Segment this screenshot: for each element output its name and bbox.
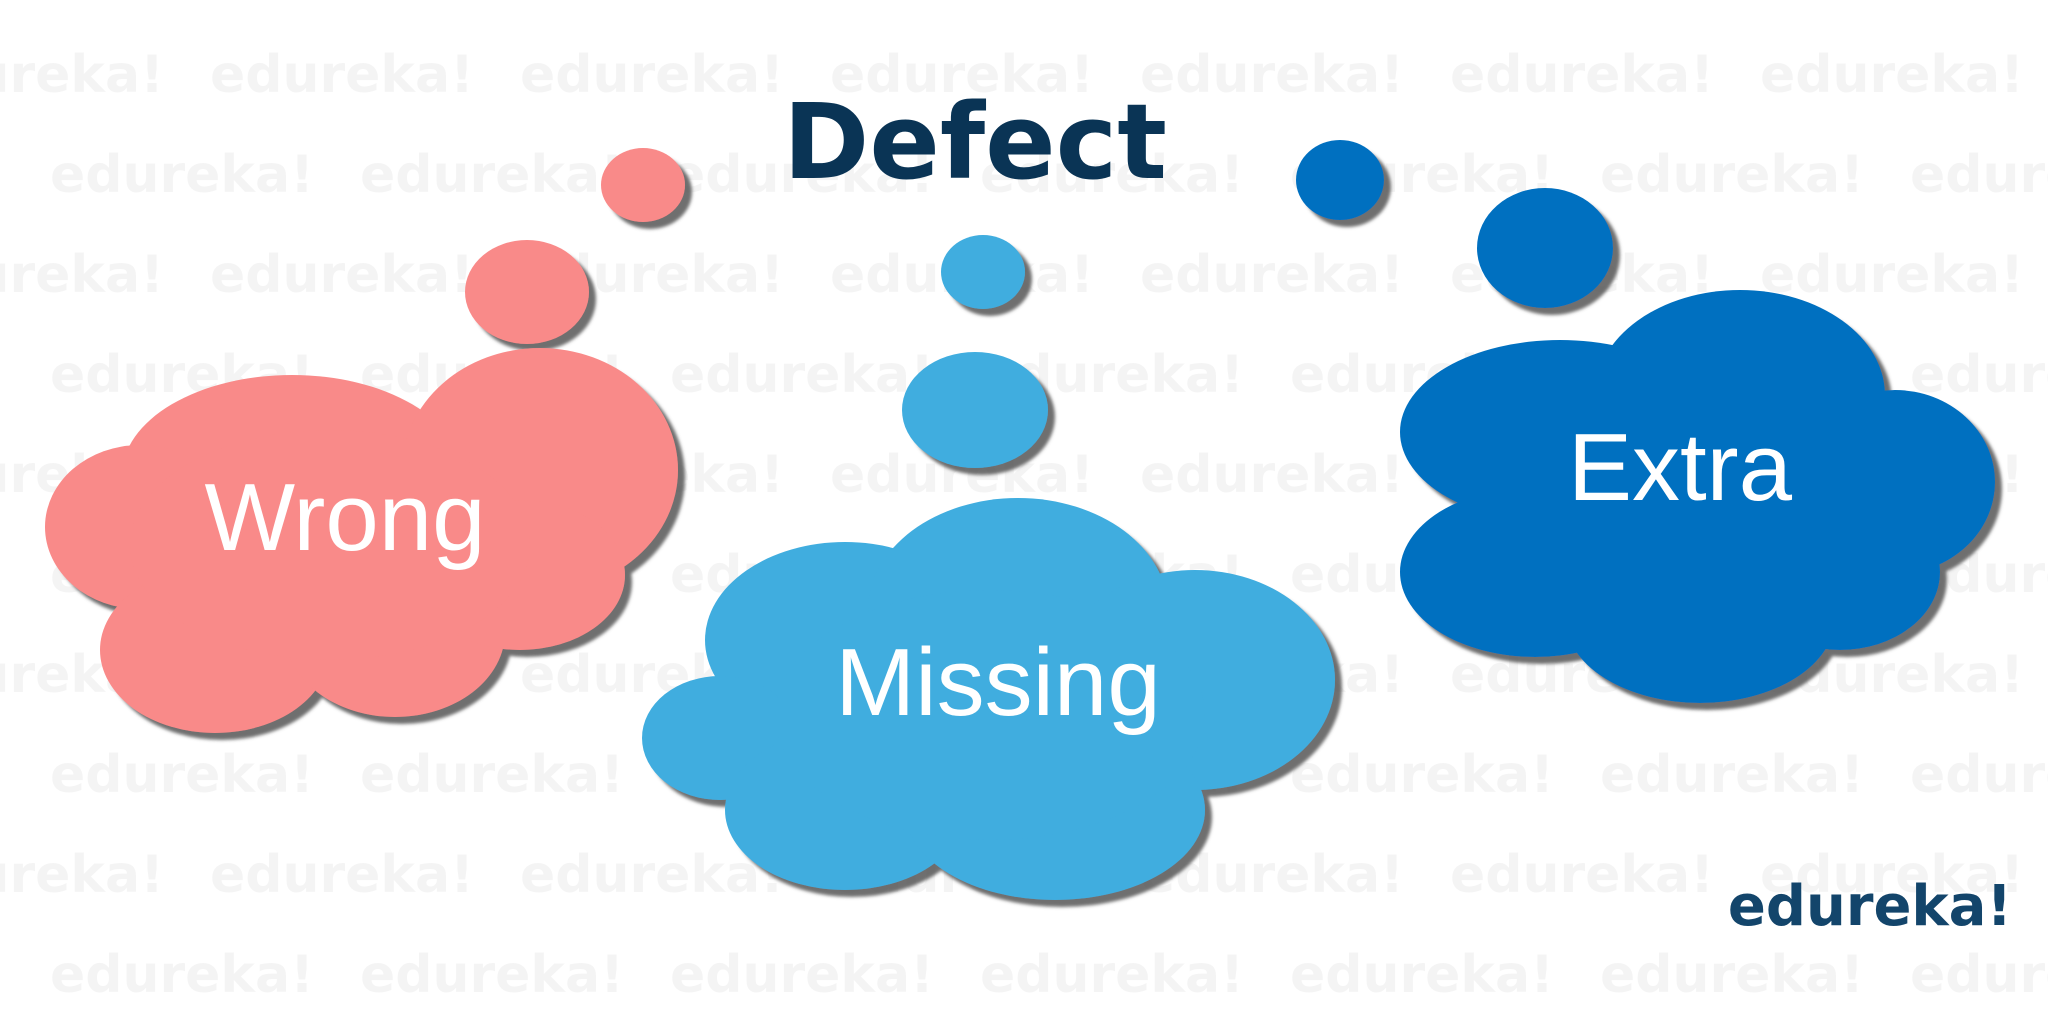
watermark-text: edureka! <box>1910 145 2048 205</box>
watermark-text: edureka! <box>1760 245 2024 305</box>
watermark-text: edureka! <box>1140 445 1404 505</box>
missing-cloud-shape <box>642 498 1335 900</box>
watermark-text: edureka! <box>980 0 1244 5</box>
watermark-text: edureka! <box>830 45 1094 105</box>
watermark-text: edureka! <box>1760 45 2024 105</box>
extra-cloud-shape <box>1400 290 1995 703</box>
missing-thought-bubble-medium <box>902 352 1048 468</box>
watermark-text: edureka! <box>1140 45 1404 105</box>
extra-cloud <box>1296 140 1995 703</box>
watermark-text: edureka! <box>670 345 934 405</box>
watermark-text: edureka! <box>1290 0 1554 5</box>
watermark-text: edureka! <box>670 945 934 1005</box>
watermark-text: edureka! <box>360 0 624 5</box>
watermark-text: edureka! <box>50 945 314 1005</box>
watermark-text: edureka! <box>520 45 784 105</box>
watermark-text: edureka! <box>1290 945 1554 1005</box>
missing-cloud <box>642 235 1335 900</box>
watermark-text: edureka! <box>1600 0 1864 5</box>
watermark-text: edureka! <box>1450 845 1714 905</box>
watermark-text: edureka! <box>0 845 164 905</box>
wrong-branch: Wrong <box>45 148 685 733</box>
watermark-text: edureka! <box>670 145 934 205</box>
watermark-text: edureka! <box>1910 0 2048 5</box>
watermark-text: edureka! <box>210 245 474 305</box>
watermark-text: edureka! <box>0 145 4 205</box>
watermark-text: edureka! <box>0 945 4 1005</box>
watermark-text: edureka! <box>50 0 314 5</box>
watermark-text: edureka! <box>0 745 4 805</box>
watermark-text: edureka! <box>1290 745 1554 805</box>
watermark-text: edureka! <box>1760 845 2024 905</box>
wrong-cloud <box>45 148 685 733</box>
watermark-text: edureka! <box>360 945 624 1005</box>
watermark-text: edureka! <box>50 745 314 805</box>
watermark-text: edureka! <box>520 845 784 905</box>
watermark-text: edureka! <box>0 45 164 105</box>
extra-label: Extra <box>1568 414 1793 521</box>
watermark-text: edureka! <box>1450 45 1714 105</box>
watermark-text: edureka! <box>1140 245 1404 305</box>
watermark-text: edureka! <box>0 545 4 605</box>
watermark-text: edureka! <box>1600 945 1864 1005</box>
watermark-text: edureka! <box>210 45 474 105</box>
watermark-text: edureka! <box>360 745 624 805</box>
watermark-text: edureka! <box>0 0 4 5</box>
wrong-thought-bubble-medium <box>465 240 589 344</box>
watermark-text: edureka! <box>1910 745 2048 805</box>
extra-branch: Extra <box>1296 140 1995 703</box>
wrong-thought-bubble-small <box>601 148 685 222</box>
diagram-title: Defect <box>783 81 1167 203</box>
watermark-text: edureka! <box>210 845 474 905</box>
wrong-cloud-shape <box>45 348 678 733</box>
missing-label: Missing <box>835 629 1160 736</box>
watermark-text: edureka! <box>0 345 4 405</box>
watermark-text: edureka! <box>1600 145 1864 205</box>
watermark-text: edureka! <box>50 145 314 205</box>
missing-thought-bubble-small <box>941 235 1025 309</box>
watermark-text: edureka! <box>980 145 1244 205</box>
watermark-text: edureka! <box>980 945 1244 1005</box>
watermark-text: edureka! <box>360 145 624 205</box>
watermark-text: edureka! <box>1600 745 1864 805</box>
watermark-text: edureka! <box>670 0 934 5</box>
watermark-text: edureka! <box>1910 945 2048 1005</box>
missing-branch: Missing <box>642 235 1335 900</box>
extra-thought-bubble-small <box>1296 140 1384 220</box>
wrong-label: Wrong <box>204 464 485 571</box>
watermark-text: edureka! <box>1910 345 2048 405</box>
extra-thought-bubble-medium <box>1477 188 1613 308</box>
edureka-logo: edureka! <box>1728 874 2012 939</box>
watermark-text: edureka! <box>0 245 164 305</box>
